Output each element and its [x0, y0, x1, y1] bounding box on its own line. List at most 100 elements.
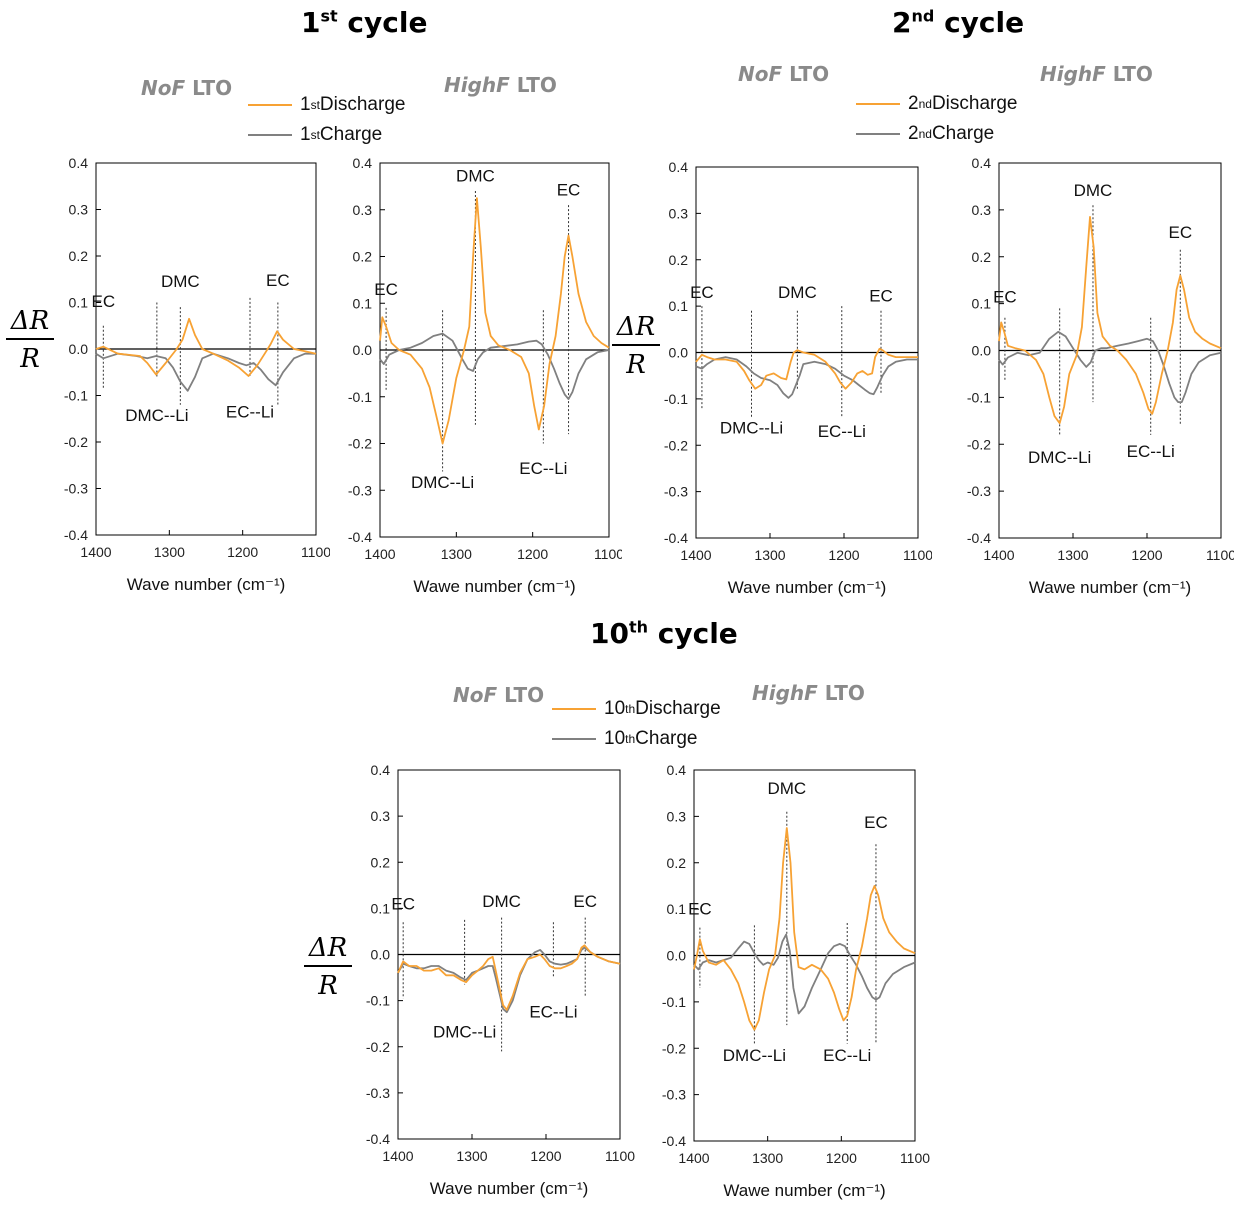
y-tick-label: -0.4	[662, 1133, 686, 1149]
y-tick-label: -0.1	[366, 993, 390, 1009]
annotation-label: DMC	[778, 283, 817, 302]
y-tick-label: -0.3	[664, 484, 688, 500]
label-lto: LTO	[817, 681, 865, 705]
annotation-label: DMC--Li	[411, 473, 474, 492]
y-tick-label: 0.1	[353, 295, 373, 311]
x-tick-label: 1400	[382, 1148, 413, 1164]
y-tick-label: 0.2	[371, 854, 391, 870]
x-tick-label: 1400	[678, 1150, 709, 1166]
annotation-label: EC	[374, 280, 398, 299]
series-discharge	[998, 216, 1222, 425]
y-tick-label: -0.2	[967, 436, 991, 452]
label-italic: NoF	[738, 62, 783, 86]
title-sup: nd	[911, 6, 935, 26]
x-tick-label: 1100	[1206, 547, 1234, 563]
label-italic: NoF	[453, 683, 498, 707]
y-tick-label: -0.4	[366, 1131, 390, 1147]
y-tick-label: -0.2	[366, 1039, 390, 1055]
ylabel-fraction-c10: ΔR R	[304, 933, 352, 1001]
y-tick-label: 0.1	[371, 900, 391, 916]
series-charge	[998, 330, 1222, 403]
legend-swatch-discharge	[856, 103, 900, 105]
y-tick-label: -0.1	[348, 389, 372, 405]
y-tick-label: 0.4	[371, 762, 391, 778]
y-tick-label: -0.3	[348, 482, 372, 498]
x-tick-label: 1200	[1131, 547, 1162, 563]
label-lto: LTO	[497, 683, 545, 707]
label-lto: LTO	[782, 62, 830, 86]
label-c2-nof: NoF LTO	[738, 62, 829, 86]
legend-num: 10	[604, 698, 626, 719]
y-tick-label: 0.3	[353, 202, 373, 218]
y-tick-label: 0.3	[667, 808, 687, 824]
label-italic: HighF	[1040, 62, 1106, 86]
y-tick-label: -0.3	[967, 483, 991, 499]
x-axis-label: Wave number (cm⁻¹)	[430, 1179, 589, 1198]
title-rest: cycle	[648, 617, 738, 650]
x-tick-label: 1100	[903, 547, 932, 563]
title-cycle-1: 1st cycle	[301, 6, 427, 39]
annotation-label: DMC	[161, 272, 200, 291]
x-tick-label: 1100	[301, 544, 330, 560]
legend-sup: th	[625, 702, 636, 716]
legend-sup: th	[625, 732, 636, 746]
annotation-label: DMC--Li	[125, 406, 188, 425]
annotation-label: DMC	[767, 779, 806, 798]
y-tick-label: -0.4	[967, 530, 991, 546]
y-tick-label: 0.2	[669, 252, 689, 268]
annotation-label: EC	[92, 292, 116, 311]
annotation-label: EC	[391, 894, 415, 913]
legend-num: 1	[300, 94, 311, 115]
legend-swatch-discharge	[248, 104, 292, 106]
y-tick-label: -0.2	[664, 437, 688, 453]
x-tick-label: 1100	[900, 1150, 930, 1166]
y-tick-label: 0.1	[667, 901, 687, 917]
annotation-label: EC	[993, 288, 1017, 307]
y-tick-label: -0.1	[662, 994, 686, 1010]
annotation-label: DMC--Li	[723, 1046, 786, 1065]
x-axis-label: Wave number (cm⁻¹)	[127, 575, 286, 594]
legend-text: Charge	[319, 124, 383, 145]
label-c1-nof: NoF LTO	[141, 76, 232, 100]
x-tick-label: 1200	[828, 547, 859, 563]
title-num: 1	[301, 6, 321, 39]
ylabel-numerator: ΔR	[612, 312, 660, 346]
legend-sup: nd	[918, 97, 932, 111]
annotation-label: DMC	[1074, 181, 1113, 200]
title-num: 2	[892, 6, 912, 39]
y-tick-label: 0.3	[972, 202, 992, 218]
y-tick-label: 0.1	[972, 296, 992, 312]
annotation-label: EC	[864, 813, 888, 832]
x-tick-label: 1200	[826, 1150, 857, 1166]
y-tick-label: -0.2	[64, 434, 88, 450]
x-tick-label: 1100	[605, 1148, 635, 1164]
ylabel-numerator: ΔR	[304, 933, 352, 967]
x-axis-label: Wawe number (cm⁻¹)	[1029, 578, 1191, 597]
x-tick-label: 1200	[517, 546, 548, 562]
series-discharge	[695, 347, 918, 390]
series-charge	[95, 352, 316, 392]
series-charge	[693, 933, 916, 1015]
legend-sup: nd	[918, 127, 932, 141]
annotation-label: DMC--Li	[1028, 448, 1091, 467]
x-tick-label: 1300	[154, 544, 185, 560]
annotation-label: EC--Li	[226, 402, 274, 421]
x-tick-label: 1300	[752, 1150, 783, 1166]
y-tick-label: 0.1	[669, 298, 689, 314]
label-c10-nof: NoF LTO	[453, 683, 544, 707]
y-tick-label: 0.0	[371, 947, 391, 963]
y-tick-label: 0.0	[667, 948, 687, 964]
label-italic: HighF	[752, 681, 818, 705]
y-tick-label: 0.2	[353, 249, 373, 265]
series-discharge	[379, 197, 610, 445]
x-tick-label: 1400	[983, 547, 1014, 563]
